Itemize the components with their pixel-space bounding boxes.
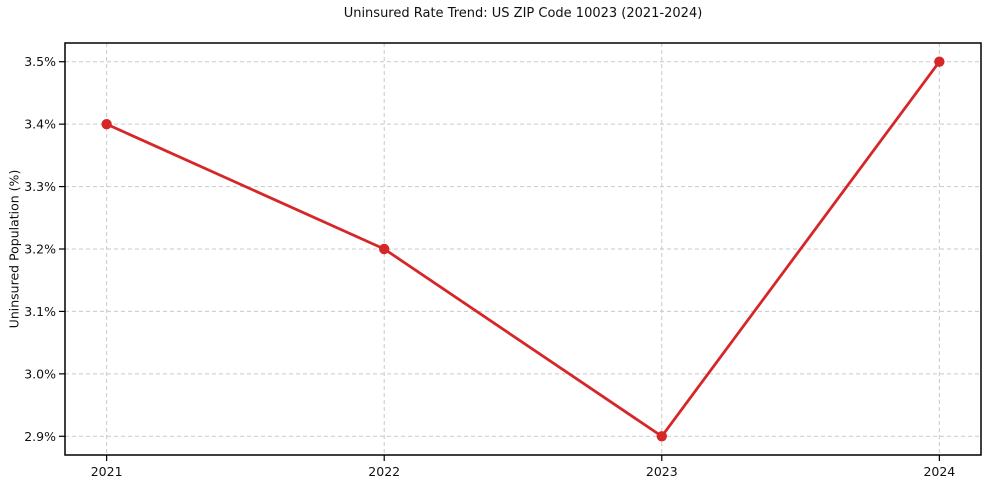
y-tick-label: 2.9%	[24, 429, 56, 444]
data-point	[101, 118, 112, 130]
data-point	[934, 56, 945, 67]
chart-title: Uninsured Rate Trend: US ZIP Code 10023 …	[343, 6, 703, 21]
data-point	[379, 243, 390, 255]
x-tick-label: 2022	[368, 464, 400, 479]
y-tick-label: 3.1%	[24, 304, 56, 319]
x-tick-label: 2024	[923, 464, 955, 479]
y-tick-label: 3.2%	[24, 242, 56, 257]
y-tick-label: 3.5%	[24, 54, 56, 69]
y-tick-label: 3.4%	[24, 117, 56, 132]
x-tick-label: 2023	[646, 464, 678, 479]
x-tick-label: 2021	[91, 464, 123, 479]
data-point	[656, 431, 667, 442]
data-line	[105, 60, 941, 438]
y-tick-label: 3.0%	[24, 366, 56, 381]
y-tick-label: 3.3%	[24, 179, 56, 194]
